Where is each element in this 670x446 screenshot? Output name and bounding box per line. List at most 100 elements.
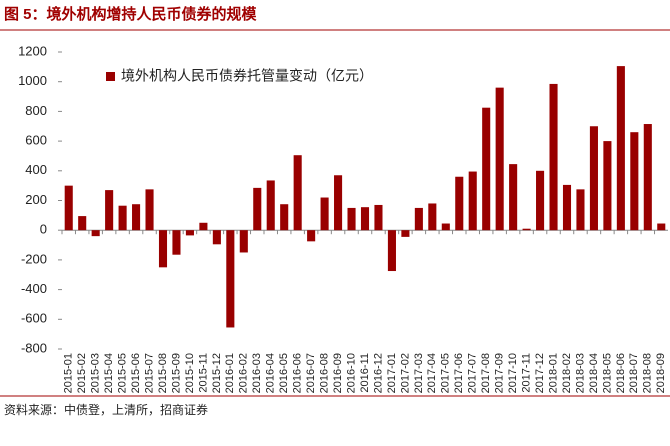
x-tick-label: 2018-04 — [588, 353, 600, 393]
x-tick-label: 2018-03 — [574, 353, 586, 393]
bar — [172, 230, 181, 255]
x-tick-label: 2017-11 — [521, 353, 533, 393]
x-tick-label: 2015-11 — [197, 353, 209, 393]
x-tick-label: 2017-02 — [399, 353, 411, 393]
x-tick-label: 2016-05 — [278, 353, 290, 393]
bar — [509, 164, 518, 231]
x-tick-label: 2015-02 — [76, 353, 88, 393]
x-tick-label: 2017-10 — [507, 353, 519, 393]
y-tick-label: -600 — [21, 311, 47, 326]
bar — [158, 230, 168, 268]
bar — [576, 189, 585, 231]
bar — [293, 155, 302, 231]
x-tick-label: 2018-02 — [561, 353, 573, 393]
bar — [414, 207, 423, 231]
bar — [266, 180, 275, 231]
bar — [495, 87, 504, 231]
bar — [105, 190, 114, 231]
x-tick-label: 2018-09 — [655, 353, 667, 393]
y-tick-label: 800 — [25, 103, 47, 118]
x-tick-label: 2015-06 — [130, 353, 142, 393]
y-tick-label: 1200 — [18, 43, 47, 58]
x-tick-label: 2018-06 — [615, 353, 627, 393]
bar — [589, 126, 598, 231]
x-tick-label: 2015-04 — [103, 353, 115, 393]
bar — [360, 207, 370, 231]
bar — [199, 222, 208, 231]
bar — [185, 230, 194, 236]
chart-title: 图 5：境外机构增持人民币债券的规模 — [4, 5, 258, 23]
bar — [280, 204, 289, 231]
bar — [616, 66, 625, 231]
bar — [630, 132, 639, 231]
x-tick-label: 2016-11 — [359, 353, 371, 393]
legend-label: 境外机构人民币债券托管量变动（亿元） — [121, 68, 373, 84]
bar — [643, 124, 652, 231]
bar — [428, 203, 437, 231]
bar — [441, 223, 450, 231]
x-tick-label: 2017-09 — [494, 353, 506, 393]
y-tick-label: 0 — [40, 222, 47, 237]
x-tick-label: 2016-04 — [265, 353, 277, 393]
bar — [603, 141, 612, 231]
x-tick-label: 2017-04 — [426, 353, 438, 393]
source-note: 资料来源：中债登，上清所，招商证券 — [4, 402, 208, 417]
x-tick-label: 2018-08 — [642, 353, 654, 393]
bar — [132, 204, 141, 231]
bar — [78, 216, 87, 231]
x-tick-label: 2017-06 — [453, 353, 465, 393]
x-tick-label: 2016-09 — [332, 353, 344, 393]
bar — [657, 223, 666, 231]
x-tick-label: 2016-10 — [345, 353, 357, 393]
x-tick-label: 2016-07 — [305, 353, 317, 393]
x-tick-label: 2018-01 — [547, 353, 559, 393]
x-tick-label: 2015-10 — [184, 353, 196, 393]
x-tick-label: 2017-08 — [480, 353, 492, 393]
bar — [307, 230, 316, 242]
y-tick-label: 1000 — [18, 73, 47, 88]
x-tick-label: 2016-06 — [292, 353, 304, 393]
x-tick-label: 2017-01 — [386, 353, 398, 393]
x-tick-label: 2015-03 — [90, 353, 102, 393]
bar — [226, 230, 235, 328]
bar — [562, 184, 572, 231]
bar — [536, 170, 545, 231]
y-tick-label: -800 — [21, 340, 47, 355]
x-tick-label: 2017-03 — [413, 353, 425, 393]
x-tick-label: 2017-05 — [440, 353, 452, 393]
bar — [347, 207, 356, 231]
y-tick-label: 600 — [25, 133, 47, 148]
x-tick-label: 2016-02 — [238, 353, 250, 393]
y-tick-label: -400 — [21, 281, 47, 296]
bar — [145, 189, 154, 231]
legend-swatch — [106, 72, 115, 81]
bar — [212, 230, 221, 245]
bar — [482, 107, 491, 231]
x-tick-label: 2015-07 — [143, 353, 155, 393]
y-tick-label: 400 — [25, 162, 47, 177]
bar — [387, 230, 396, 272]
bar — [468, 171, 477, 231]
bar — [401, 230, 410, 237]
bar — [91, 230, 100, 237]
x-tick-label: 2017-12 — [534, 353, 546, 393]
bar — [239, 230, 248, 253]
x-tick-label: 2018-05 — [601, 353, 613, 393]
bar — [549, 83, 558, 231]
y-tick-label: 200 — [25, 192, 47, 207]
x-tick-label: 2017-07 — [467, 353, 479, 393]
x-tick-label: 2016-08 — [319, 353, 331, 393]
x-tick-label: 2018-07 — [628, 353, 640, 393]
bar — [64, 185, 73, 231]
x-tick-label: 2015-01 — [63, 353, 75, 393]
x-tick-label: 2016-01 — [224, 353, 236, 393]
x-tick-label: 2016-03 — [251, 353, 263, 393]
bar — [455, 176, 464, 231]
x-tick-label: 2015-08 — [157, 353, 169, 393]
x-tick-label: 2016-12 — [372, 353, 384, 393]
bar — [320, 197, 329, 231]
x-tick-label: 2015-09 — [170, 353, 182, 393]
x-tick-label: 2015-05 — [117, 353, 129, 393]
bar — [522, 228, 531, 231]
